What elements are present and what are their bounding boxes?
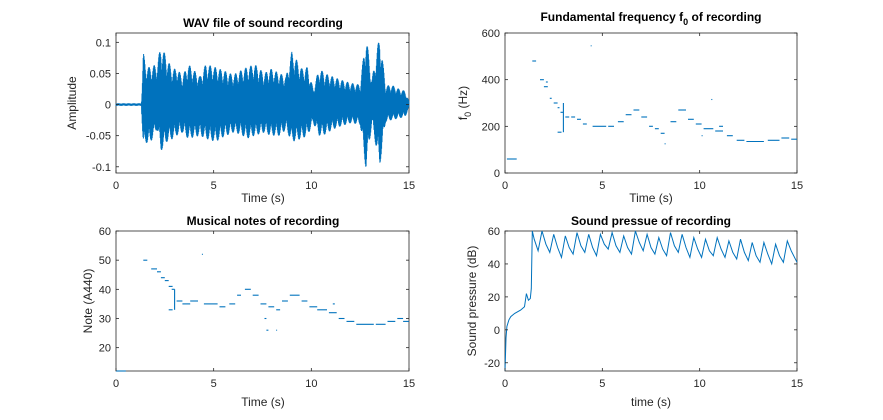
notes-chart: Musical notes of recording 0 5 10 15 20 30 40…	[81, 214, 415, 409]
wav-waveform-line	[115, 42, 410, 167]
notes-y-tick-label-4: 60	[99, 226, 111, 238]
notes-y-tick-label-1: 30	[99, 314, 111, 326]
notes-chart-title: Musical notes of recording	[187, 214, 340, 228]
spl-y-ticks: -20 0 20 40 60	[484, 226, 797, 370]
spl-chart-title: Sound pressue of recording	[571, 214, 731, 228]
spl-plot-area	[504, 230, 798, 372]
notes-x-tick-label-0: 0	[113, 378, 119, 390]
f0-x-tick-label-3: 15	[791, 180, 803, 192]
wav-y-tick-label-1: -0.05	[86, 131, 111, 143]
spl-y-tick-label-0: -20	[484, 358, 500, 370]
spl-x-tick-label-0: 0	[502, 378, 508, 390]
wav-waveform-marks	[115, 42, 410, 167]
spl-x-axis-label: time (s)	[631, 395, 671, 409]
wav-y-tick-label-2: 0	[105, 100, 111, 112]
wav-x-ticks: 0 5 10 15	[113, 33, 415, 192]
wav-y-tick-label-4: 0.1	[96, 37, 111, 49]
spl-x-ticks: 0 5 10 15	[502, 231, 803, 390]
spl-y-axis-label: Sound pressure (dB)	[465, 246, 479, 357]
wav-y-ticks: -0.1 -0.05 0 0.05 0.1	[86, 37, 409, 174]
sound-pressure-chart: Sound pressue of recording 0 5 10 15 -20020…	[465, 214, 803, 409]
wav-y-tick-label-0: -0.1	[92, 162, 111, 174]
notes-y-tick-label-2: 40	[99, 284, 111, 296]
wav-x-tick-label-3: 15	[403, 180, 415, 192]
wav-y-tick-label-3: 0.05	[90, 68, 111, 80]
f0-chart-title: Fundamental frequency f0 of recording	[540, 10, 761, 27]
f0-plot-area	[504, 32, 798, 174]
spl-y-tick-label-3: 40	[488, 259, 500, 271]
f0-title-suffix: of recording	[688, 10, 761, 24]
notes-y-tick-label-3: 50	[99, 255, 111, 267]
f0-y-tick-label-0: 0	[494, 168, 500, 180]
f0-y-tick-label-1: 200	[482, 121, 500, 133]
notes-y-axis-label: Note (A440)	[81, 269, 95, 334]
f0-x-tick-label-2: 10	[694, 180, 706, 192]
f0-title-subscript: 0	[683, 17, 688, 27]
wav-y-axis-label: Amplitude	[65, 76, 79, 130]
f0-marks	[506, 45, 797, 160]
f0-y-tick-label-3: 600	[482, 28, 500, 40]
notes-x-axis-label: Time (s)	[241, 395, 285, 409]
wav-x-tick-label-2: 10	[305, 180, 317, 192]
notes-y-tick-label-0: 20	[99, 343, 111, 355]
f0-y-axis-label: f0 (Hz)	[456, 86, 473, 120]
spl-y-tick-label-2: 20	[488, 292, 500, 304]
notes-x-ticks: 0 5 10 15	[113, 231, 415, 390]
notes-y-ticks: 20 30 40 50 60	[99, 226, 409, 355]
f0-x-tick-label-0: 0	[502, 180, 508, 192]
spl-pressure-line	[504, 230, 798, 372]
f0-title-main: Fundamental frequency f	[540, 10, 684, 24]
f0-ylabel-suffix: (Hz)	[456, 86, 470, 112]
notes-x-tick-label-1: 5	[211, 378, 217, 390]
wav-waveform-chart: WAV file of sound recording 0 5 10 15 -0.1-…	[65, 16, 415, 205]
spl-marks	[504, 230, 798, 372]
spl-y-tick-label-4: 60	[488, 226, 500, 238]
notes-plot-area	[115, 230, 410, 372]
notes-marks	[116, 253, 409, 372]
f0-ylabel-main: f	[456, 116, 470, 120]
wav-x-axis-label: Time (s)	[241, 191, 285, 205]
wav-chart-title: WAV file of sound recording	[183, 16, 343, 30]
f0-x-tick-label-1: 5	[599, 180, 605, 192]
spl-x-tick-label-1: 5	[599, 378, 605, 390]
spl-x-tick-label-3: 15	[791, 378, 803, 390]
notes-x-tick-label-3: 15	[403, 378, 415, 390]
spl-y-tick-label-1: 0	[494, 325, 500, 337]
wav-x-tick-label-0: 0	[113, 180, 119, 192]
notes-x-tick-label-2: 10	[305, 378, 317, 390]
f0-x-ticks: 0 5 10 15	[502, 33, 803, 192]
f0-y-ticks: 0 200 400 600	[482, 28, 797, 180]
f0-ylabel-subscript: 0	[463, 112, 473, 117]
f0-y-tick-label-2: 400	[482, 75, 500, 87]
wav-x-tick-label-1: 5	[211, 180, 217, 192]
spl-x-tick-label-2: 10	[694, 378, 706, 390]
f0-x-axis-label: Time (s)	[629, 191, 673, 205]
